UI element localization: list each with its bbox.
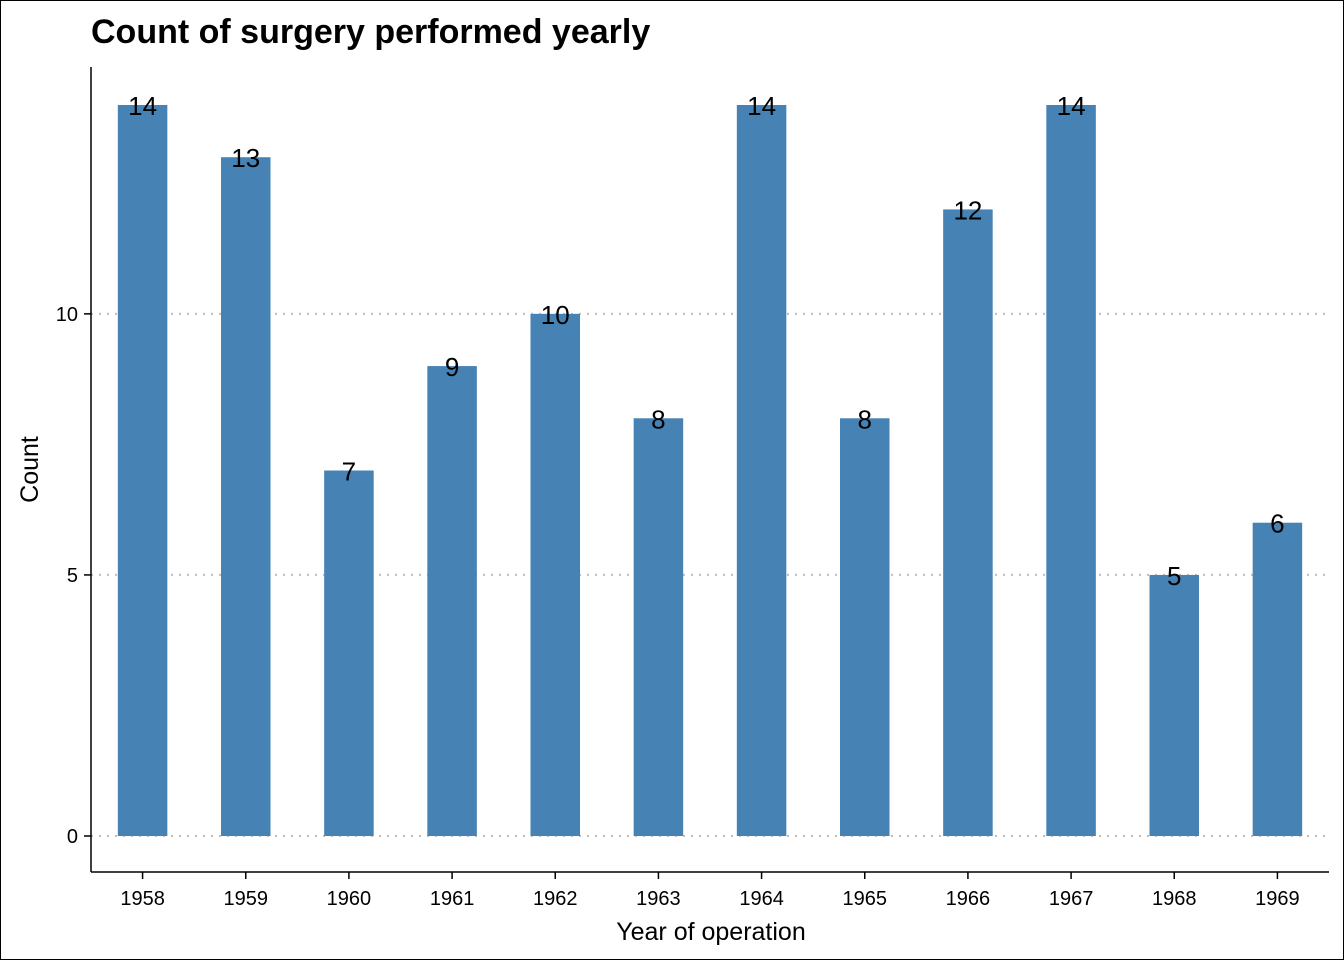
bar-1967 xyxy=(1046,105,1096,836)
data-label-1966: 12 xyxy=(953,195,982,225)
chart-title: Count of surgery performed yearly xyxy=(91,13,651,51)
bar-1965 xyxy=(839,418,890,836)
x-tick-label-1962: 1962 xyxy=(533,888,578,910)
bar-1968 xyxy=(1149,574,1200,836)
gridlines xyxy=(91,312,1329,837)
x-tick-label-1959: 1959 xyxy=(224,888,269,910)
data-label-1969: 6 xyxy=(1270,509,1284,539)
bar-1963 xyxy=(633,418,684,836)
data-labels: 14 13 7 9 10 8 14 8 12 14 5 6 xyxy=(128,91,1285,591)
bar-1964 xyxy=(736,105,787,836)
bar-1962 xyxy=(530,313,581,836)
x-tick-label-1961: 1961 xyxy=(430,888,475,910)
y-axis-title: Count xyxy=(16,436,44,503)
data-label-1962: 10 xyxy=(541,300,570,330)
y-tick-label: 10 xyxy=(56,304,78,326)
x-tick-label-1969: 1969 xyxy=(1255,888,1300,910)
data-label-1959: 13 xyxy=(231,143,260,173)
bar-1959 xyxy=(220,157,271,836)
y-tick-label: 5 xyxy=(67,565,78,587)
data-label-1964: 14 xyxy=(747,91,776,121)
bar-1966 xyxy=(943,209,993,836)
y-tick-label: 0 xyxy=(67,826,78,848)
x-tick-label-1968: 1968 xyxy=(1152,888,1197,910)
x-tick-label-1965: 1965 xyxy=(843,888,888,910)
data-label-1960: 7 xyxy=(342,457,356,487)
x-tick-label-1963: 1963 xyxy=(636,888,681,910)
data-label-1961: 9 xyxy=(445,352,459,382)
bars xyxy=(117,105,1303,836)
x-tick-label-1967: 1967 xyxy=(1049,888,1094,910)
x-tick-label-1960: 1960 xyxy=(327,888,372,910)
bar-1961 xyxy=(427,366,477,836)
x-tick-label-1958: 1958 xyxy=(120,888,165,910)
data-label-1958: 14 xyxy=(128,91,157,121)
bar-1960 xyxy=(324,470,374,836)
bar-1958 xyxy=(117,105,168,836)
bar-1969 xyxy=(1252,522,1303,836)
data-label-1965: 8 xyxy=(858,404,872,434)
data-label-1967: 14 xyxy=(1057,91,1086,121)
x-tick-label-1964: 1964 xyxy=(739,888,784,910)
axes: 0 5 10 1958 1959 1960 1961 1962 1963 1964 1965 1966… xyxy=(56,67,1329,910)
data-label-1968: 5 xyxy=(1167,561,1181,591)
x-tick-label-1966: 1966 xyxy=(946,888,991,910)
x-axis-title: Year of operation xyxy=(616,918,806,946)
data-label-1963: 8 xyxy=(651,404,665,434)
